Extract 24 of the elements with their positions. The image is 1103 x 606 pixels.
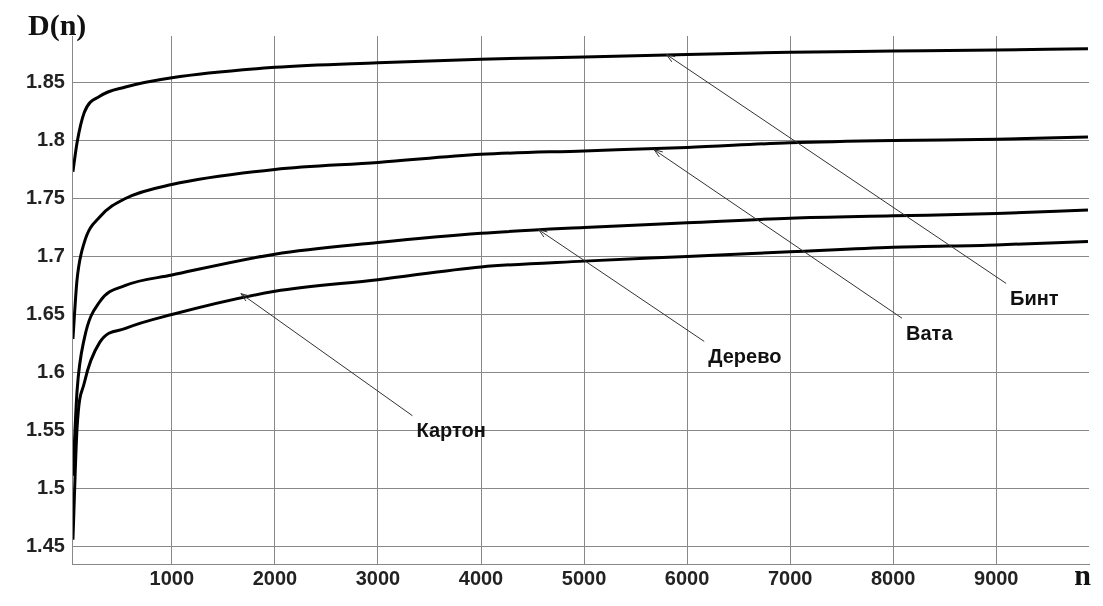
y-tick-label: 1.65: [25, 302, 65, 325]
y-tick-label: 1.7: [37, 244, 65, 266]
y-tick-label: 1.75: [25, 185, 65, 208]
annotation: Бинт: [1010, 286, 1059, 309]
y-tick-label: 1.8: [37, 127, 65, 150]
x-tick-label: 4000: [458, 566, 504, 589]
y-tick-label: 1.45: [25, 534, 65, 557]
annotation: Дерево: [708, 344, 782, 367]
annotation: Картон: [416, 419, 486, 442]
y-tick-label: 1.55: [25, 418, 65, 441]
x-tick-label: 8000: [870, 566, 916, 589]
x-tick-label: 1000: [149, 566, 195, 589]
y-tick-label: 1.6: [37, 360, 65, 383]
x-tick-label: 7000: [767, 566, 813, 589]
y-tick-label: 1.85: [25, 69, 65, 92]
x-tick-label: 5000: [561, 566, 607, 589]
y-tick-label: 1.5: [37, 476, 65, 499]
x-axis-title: n: [1074, 557, 1092, 591]
x-tick-label: 9000: [974, 566, 1019, 589]
annotation: Вата: [906, 321, 954, 344]
x-tick-label: 6000: [664, 566, 710, 589]
x-tick-label: 2000: [252, 566, 298, 589]
x-tick-label: 3000: [355, 566, 401, 589]
y-axis-title: D(n): [28, 7, 87, 42]
